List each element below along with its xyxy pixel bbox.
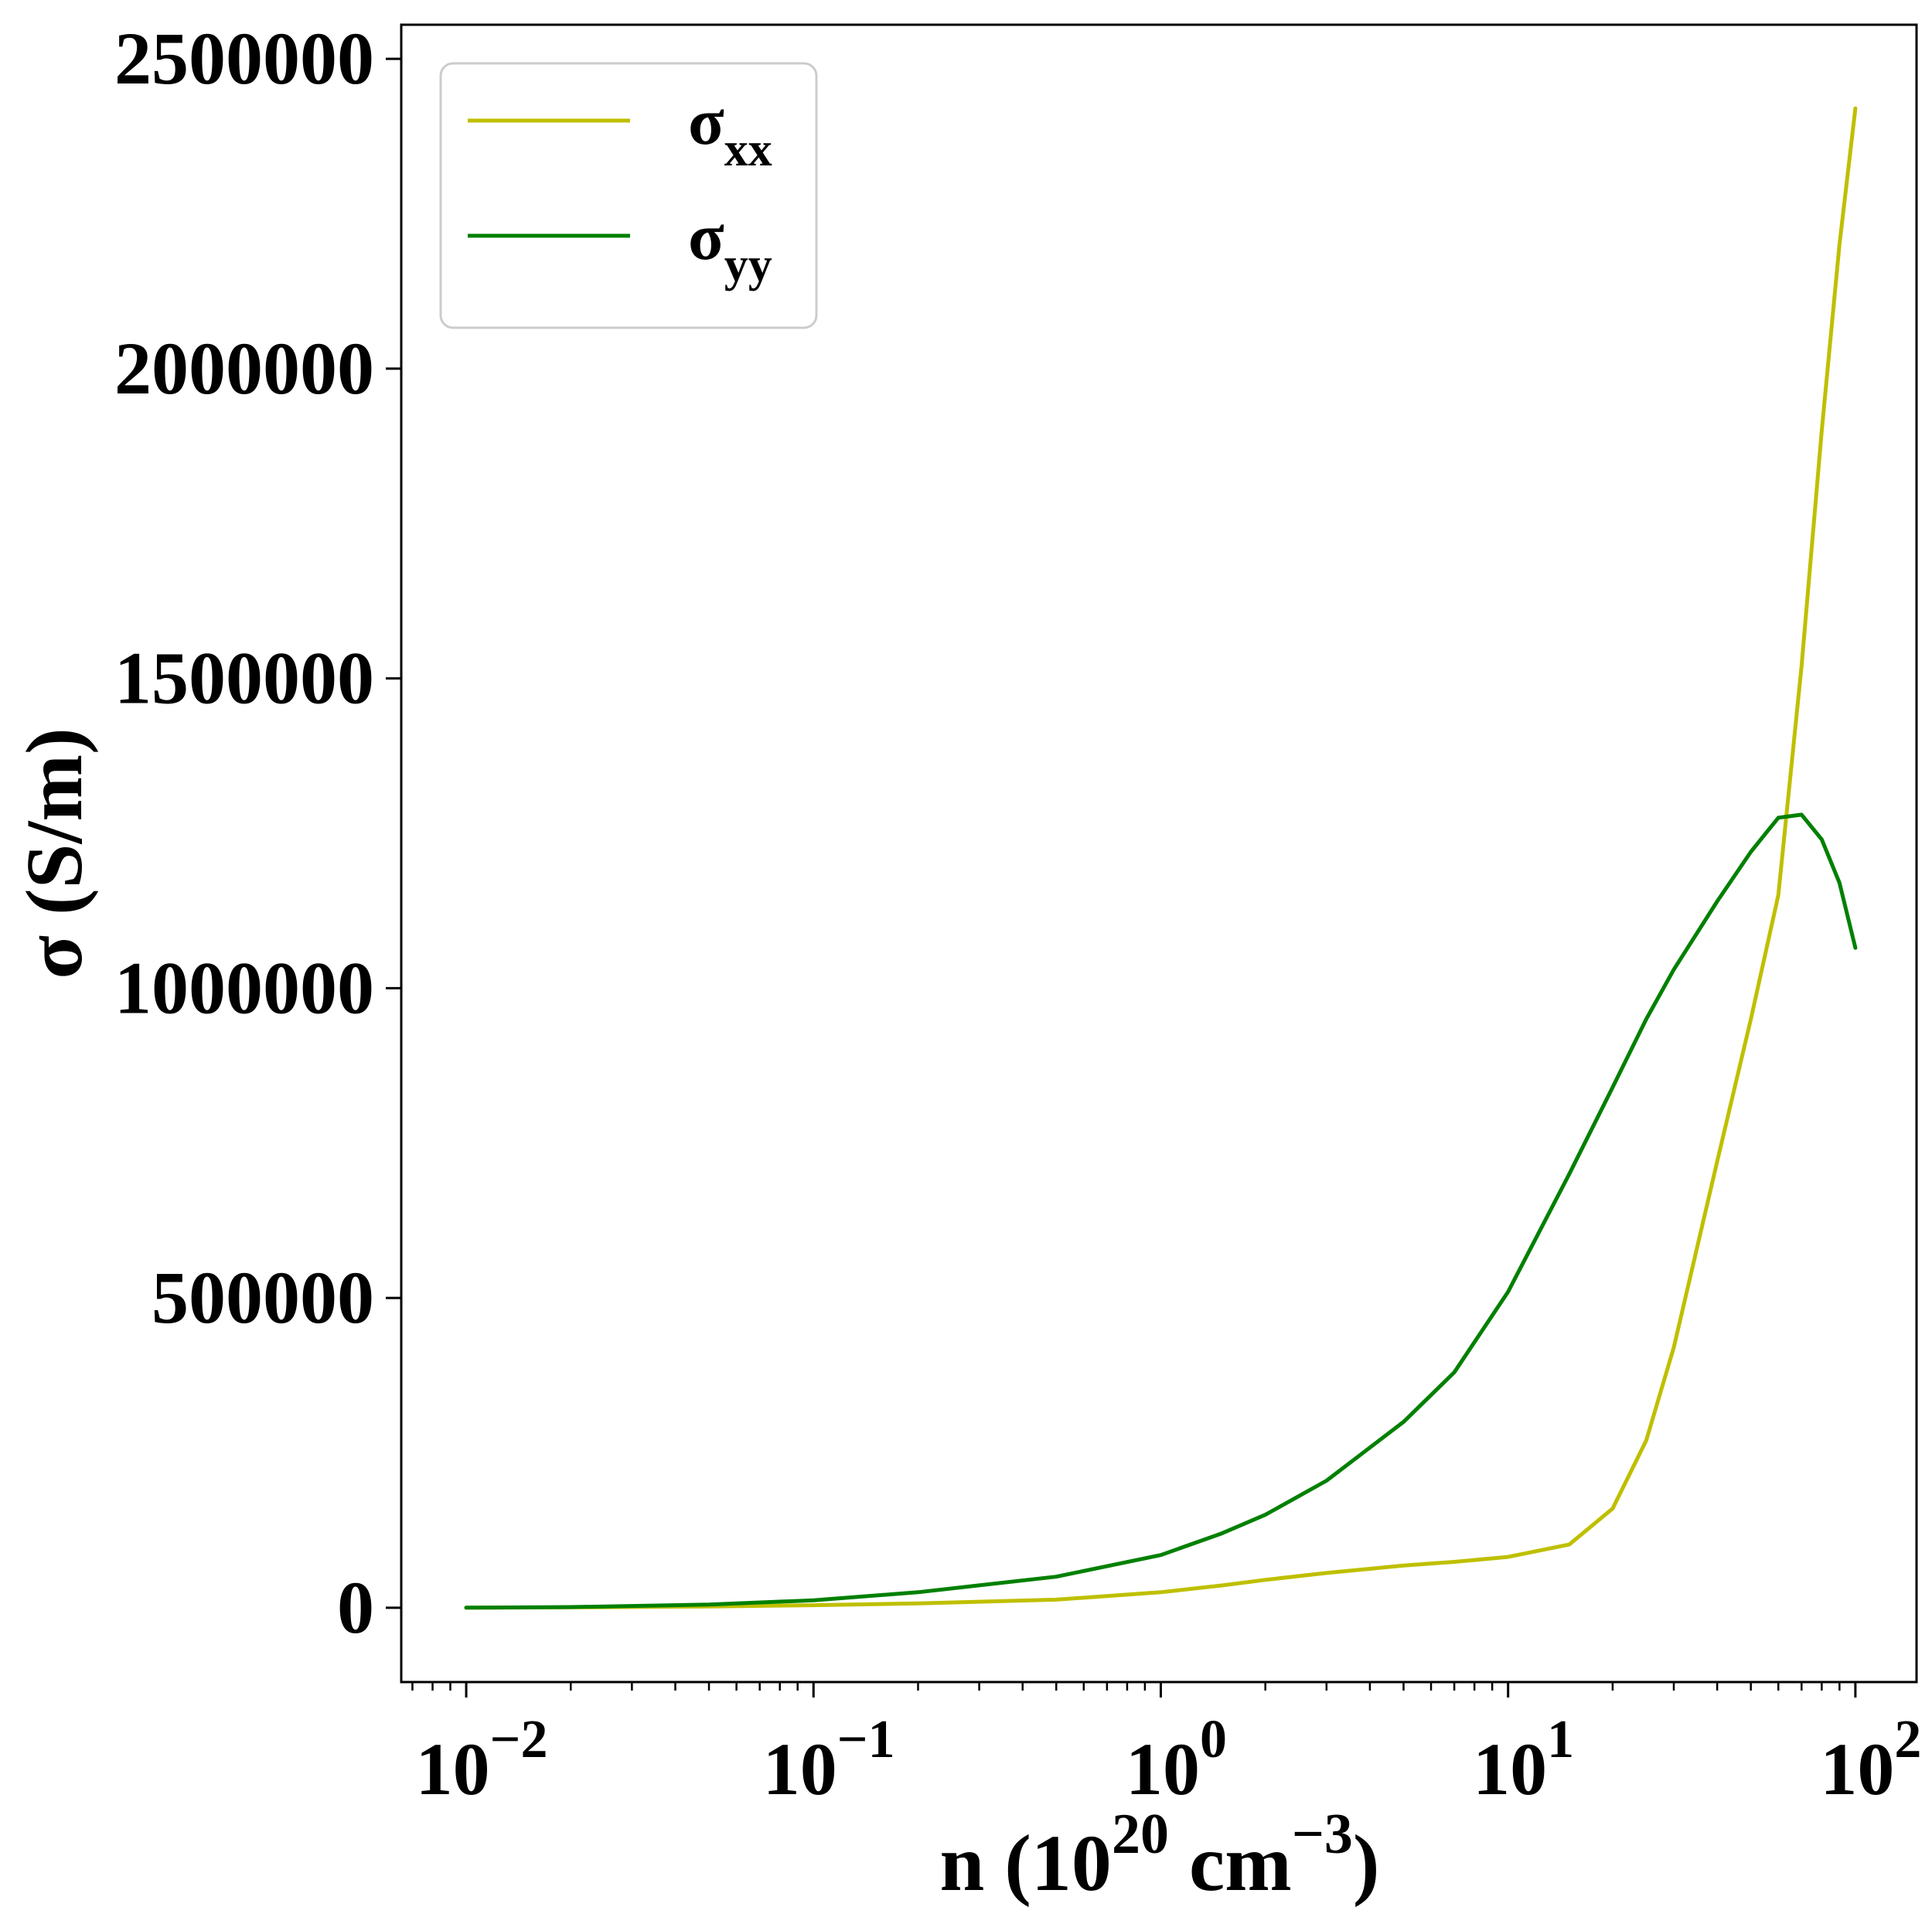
x-axis-label-main: n (10 [939,1819,1111,1908]
x-axis-label-exp2: −3 [1292,1803,1353,1866]
legend-label-sigma-xx-sub: xx [724,124,772,176]
y-tick-label: 1000000 [114,946,374,1029]
y-tick-label: 0 [337,1566,374,1649]
x-tick-label-base: 10 [763,1728,837,1810]
x-minor-ticks [411,1682,1841,1691]
y-axis-label: σ (S/m) [10,727,99,979]
x-axis-label-end: ) [1353,1819,1380,1908]
x-axis-label-exp: 20 [1112,1803,1169,1866]
series-line-sigma-xx [464,106,1858,1610]
x-axis-label: n (1020 cm−3) [939,1803,1379,1908]
y-tick-label: 2000000 [114,327,374,410]
x-axis-label-mid: cm [1169,1819,1292,1908]
legend: σxx σyy [439,62,818,329]
x-tick-label: 10−2 [416,1710,548,1810]
x-tick-label-exp: −1 [837,1710,895,1769]
x-tick-label: 100 [1126,1710,1227,1810]
y-tick-label: 1500000 [114,637,374,720]
y-tick-label: 2500000 [114,17,374,100]
x-tick-label-base: 10 [416,1728,490,1810]
legend-label-sigma-xx: σxx [688,84,772,176]
legend-label-sigma-yy: σyy [688,199,772,291]
x-tick-label-base: 10 [1473,1728,1547,1810]
legend-label-sigma-xx-base: σ [688,84,724,158]
x-tick-label-exp: −2 [490,1710,548,1769]
x-tick-label-base: 10 [1820,1728,1894,1810]
x-tick-label-exp: 2 [1894,1710,1921,1769]
x-tick-label-exp: 0 [1200,1710,1227,1769]
y-tick-label: 500000 [152,1256,374,1339]
legend-label-sigma-yy-sub: yy [724,239,772,291]
legend-label-sigma-yy-base: σ [688,199,724,274]
series-layer [464,106,1858,1610]
legend-box [439,62,818,329]
x-tick-label: 101 [1473,1710,1574,1810]
y-axis-ticks: 0 500000 1000000 1500000 2000000 2500000 [114,17,401,1649]
x-tick-label-base: 10 [1126,1728,1200,1810]
x-tick-label: 102 [1820,1710,1921,1810]
x-axis-ticks: 10−2 10−1 100 101 102 [416,1682,1921,1810]
x-tick-label: 10−1 [763,1710,895,1810]
series-line-sigma-yy [464,812,1858,1610]
x-tick-label-exp: 1 [1547,1710,1574,1769]
